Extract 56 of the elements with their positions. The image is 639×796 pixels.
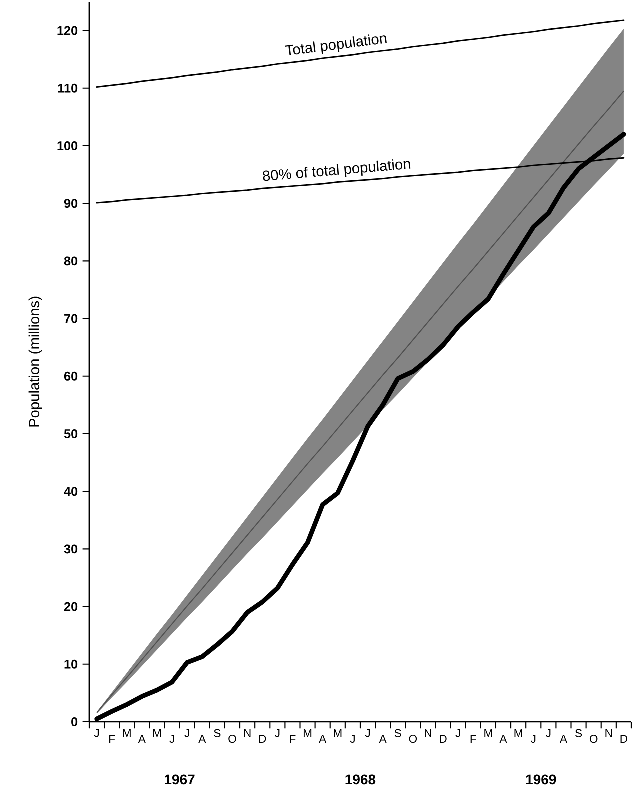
x-tick-label: A [319,735,327,743]
x-tick-label: A [560,735,568,743]
y-tick-label: 70 [64,314,78,324]
x-tick-label: N [606,729,612,738]
x-tick-label: N [244,729,251,738]
y-tick-label: 50 [64,430,78,438]
y-tick-label: 80 [64,256,78,266]
y-tick-label: 120 [58,26,78,36]
text: Total population [285,34,387,56]
x-tick-label: S [576,729,582,738]
x-tick-label: O [590,735,598,744]
x-tick-label: A [500,735,508,743]
x-tick-label: J [530,735,536,744]
x-tick-label: J [456,729,460,738]
x-tick-label: D [440,735,447,743]
x-tick-label: D [620,735,628,743]
x-tick-label: F [470,735,476,743]
y-tick-label: 90 [64,199,78,208]
text: 1967 [165,774,195,785]
y-tick-label: 0 [72,718,78,726]
x-tick-label: M [514,729,522,738]
y-axis-title: Population (millions) [28,296,42,427]
x-tick-label: O [228,735,236,744]
x-tick-label: J [275,729,280,738]
x-tick-label: F [290,735,296,743]
x-tick-label: F [110,735,116,743]
line-series [96,20,625,88]
text: 1969 [526,774,556,785]
y-tick-label: 30 [64,544,78,554]
x-tick-label: M [153,729,162,738]
x-tick-label: J [365,729,370,738]
x-tick-label: J [546,729,551,738]
x-tick-label: D [259,735,266,743]
x-tick-label: J [184,729,190,738]
x-tick-label: M [334,729,342,738]
y-tick-label: 60 [64,372,78,381]
x-tick-label: A [198,735,206,743]
text: 1968 [346,774,376,785]
x-tick-label: J [94,729,99,738]
y-tick-label: 100 [58,142,78,150]
y-tick-label: 110 [58,84,78,93]
series-label: 80% of total population [263,160,411,182]
y-tick-label: 20 [64,602,78,612]
x-tick-label: J [350,735,355,744]
x-tick-label: M [484,729,492,738]
x-tick-label: N [425,729,432,738]
x-tick-label: M [304,729,312,738]
x-tick-label: M [123,729,131,738]
x-tick-label: J [170,735,174,744]
x-tick-label: S [394,729,402,738]
x-tick-label: A [138,735,146,743]
y-tick-label: 10 [64,660,78,669]
x-tick-label: O [409,735,418,744]
x-tick-label: S [214,729,221,738]
x-tick-label: A [379,735,387,743]
y-tick-label: 40 [64,487,78,496]
